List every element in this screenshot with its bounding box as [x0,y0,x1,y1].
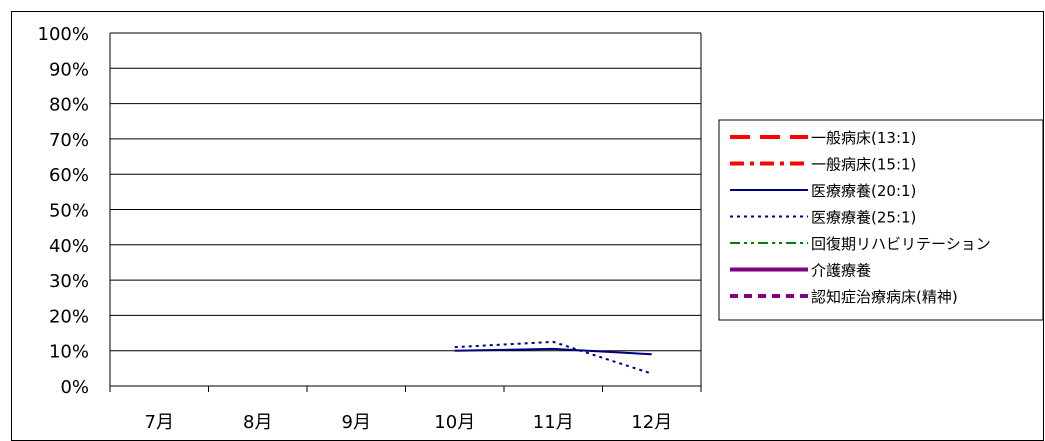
y-tick-label: 70% [49,130,89,151]
legend-label: 回復期リハビリテーション [811,235,991,253]
y-tick-label: 40% [49,236,89,257]
series-line [454,340,653,375]
gridlines [110,32,701,387]
x-tick-label: 12月 [631,412,672,433]
y-tick-label: 30% [49,271,89,292]
series-lines [454,340,653,375]
y-tick-label: 10% [49,342,89,363]
legend-label: 一般病床(13:1) [811,129,916,147]
y-tick-label: 100% [38,24,89,45]
x-tick-label: 8月 [243,412,272,433]
legend: 一般病床(13:1) 一般病床(15:1) 医療療養(20:1) 医療療養(25:1)… [718,119,1044,321]
x-tick-label: 7月 [145,412,174,433]
y-tick-label: 80% [49,95,89,116]
legend-label: 医療療養(20:1) [811,182,916,200]
x-tick-label: 11月 [533,412,574,433]
legend-label: 一般病床(15:1) [811,156,916,174]
y-tick-label: 0% [60,377,89,398]
y-tick-label: 50% [49,201,89,222]
y-tick-label: 90% [49,59,89,80]
x-tick-label: 10月 [434,412,475,433]
legend-label: 介護療養 [811,262,871,280]
x-tick-label: 9月 [342,412,371,433]
legend-label: 認知症治療病床(精神) [811,288,958,306]
series-line [454,347,652,356]
axes: 0% 10% 20% 30% 40% 50% 60% 70% 80% 90% 100% 7月 8月 9月 1… [38,24,702,433]
y-tick-label: 60% [49,165,89,186]
legend-box [718,119,1044,321]
y-tick-label: 20% [49,306,89,327]
legend-label: 医療療養(25:1) [811,209,916,227]
